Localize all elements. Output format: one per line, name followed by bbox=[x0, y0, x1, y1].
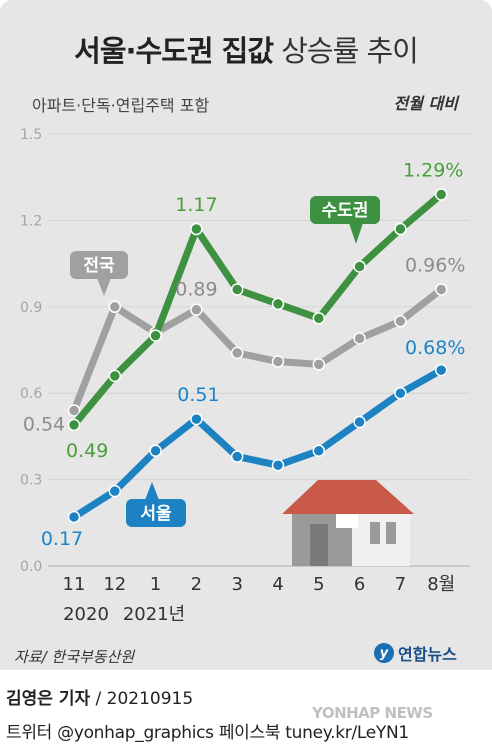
series-name-seoul: 서울 bbox=[140, 504, 172, 524]
data-point-seoul bbox=[108, 484, 122, 498]
series-name-capital: 수도권 bbox=[322, 201, 369, 221]
series-badge-national bbox=[70, 251, 128, 279]
data-point-seoul bbox=[271, 458, 285, 472]
data-point-seoul bbox=[353, 415, 366, 429]
data-point-seoul bbox=[149, 444, 162, 458]
data-label-capital: 0.49 bbox=[66, 440, 108, 462]
series-line-national bbox=[70, 286, 445, 414]
data-point-national bbox=[353, 332, 366, 345]
series-line-capital bbox=[70, 190, 445, 429]
data-label-national: 0.89 bbox=[175, 279, 217, 301]
x-tick-label: 11 bbox=[63, 574, 86, 595]
title-light: 상승률 추이 bbox=[281, 34, 419, 68]
reporter-name: 김영은 기자 bbox=[6, 689, 91, 709]
data-point-national bbox=[312, 358, 326, 371]
data-point-seoul bbox=[190, 412, 203, 426]
x-tick-label: 7 bbox=[395, 574, 406, 595]
data-point-seoul bbox=[434, 363, 448, 377]
y-tick-label: 0.9 bbox=[20, 300, 42, 316]
yonhap-logo-icon: y bbox=[374, 643, 394, 663]
data-point-capital bbox=[108, 369, 122, 383]
data-label-seoul: 0.68% bbox=[405, 337, 465, 359]
data-point-capital bbox=[67, 418, 81, 432]
x-tick-label: 12 bbox=[103, 574, 126, 595]
x-tick-label: 5 bbox=[313, 574, 324, 595]
y-tick-label: 0.6 bbox=[20, 386, 42, 402]
y-tick-label: 1.2 bbox=[20, 213, 42, 229]
data-point-capital bbox=[394, 222, 407, 236]
x-tick-label: 4 bbox=[272, 574, 283, 595]
data-label-capital: 1.29% bbox=[403, 159, 463, 181]
credit-date: / 20210915 bbox=[90, 689, 194, 709]
house-door bbox=[310, 524, 328, 566]
y-tick-label: 1.5 bbox=[20, 127, 42, 143]
title-bold: 서울·수도권 집값 bbox=[74, 34, 274, 68]
house-window-left bbox=[370, 522, 380, 544]
x-tick-label: 3 bbox=[231, 574, 242, 595]
x-tick-label: 2 bbox=[191, 574, 202, 595]
series-badge-tail-seoul bbox=[145, 482, 159, 500]
house-window-right bbox=[386, 522, 396, 544]
credit-line: 김영은 기자 / 20210915 bbox=[6, 684, 193, 709]
data-label-national: 0.96% bbox=[405, 255, 465, 277]
data-label-national: 0.54 bbox=[23, 413, 65, 435]
series-line-seoul bbox=[70, 366, 445, 521]
data-label-capital: 1.17 bbox=[175, 194, 217, 216]
data-point-seoul bbox=[230, 450, 244, 463]
data-point-national bbox=[434, 283, 448, 296]
watermark: YONHAP NEWS bbox=[312, 704, 433, 722]
data-point-seoul bbox=[67, 510, 81, 524]
data-point-national bbox=[394, 314, 407, 328]
data-point-capital bbox=[190, 222, 203, 236]
social-links: 트위터 @yonhap_graphics 페이스북 tuney.kr/LeYN1 bbox=[6, 723, 409, 743]
data-point-seoul bbox=[394, 386, 407, 400]
data-point-capital bbox=[312, 312, 326, 325]
data-point-national bbox=[271, 355, 285, 368]
data-point-national bbox=[108, 300, 122, 314]
house-roof-icon bbox=[282, 480, 414, 514]
line-chart: 0.0 0.3 0.6 0.9 1.2 1.5 0.54 0.89 0.96% 0.17 0.51 0… bbox=[20, 127, 470, 625]
data-point-national bbox=[190, 303, 203, 316]
data-point-capital bbox=[271, 297, 285, 311]
chart-subtitle: 아파트·단독·연립주택 포함 bbox=[32, 96, 210, 115]
unit-note: 전월 대비 bbox=[393, 94, 458, 113]
x-tick-label: 8월 bbox=[427, 574, 455, 595]
brand-name: 연합뉴스 bbox=[398, 645, 457, 664]
chart-title: 서울·수도권 집값 상승률 추이 bbox=[0, 28, 492, 70]
series-badge-tail-national bbox=[97, 278, 111, 296]
series-badge-tail-capital bbox=[349, 223, 363, 244]
series-badge-seoul bbox=[126, 499, 186, 527]
data-point-capital bbox=[434, 188, 448, 201]
data-point-seoul bbox=[312, 444, 326, 458]
data-point-capital bbox=[230, 283, 244, 296]
data-label-seoul: 0.51 bbox=[177, 384, 219, 406]
brand-logo: y 연합뉴스 bbox=[374, 641, 457, 665]
year-label: 2021년 bbox=[123, 604, 185, 625]
data-point-national bbox=[67, 404, 81, 417]
x-tick-label: 1 bbox=[150, 574, 161, 595]
y-tick-label: 0.0 bbox=[20, 559, 42, 575]
series-badge-capital bbox=[310, 196, 380, 224]
series-name-national: 전국 bbox=[83, 256, 115, 276]
data-point-capital bbox=[353, 260, 366, 273]
year-label: 2020 bbox=[63, 604, 109, 625]
y-tick-label: 0.3 bbox=[20, 473, 42, 489]
data-label-seoul: 0.17 bbox=[41, 528, 83, 550]
data-point-capital bbox=[149, 329, 162, 342]
data-point-national bbox=[230, 346, 244, 360]
source-note: 자료/ 한국부동산원 bbox=[14, 648, 135, 666]
house-gable-window bbox=[336, 514, 358, 528]
x-tick-label: 6 bbox=[354, 574, 365, 595]
